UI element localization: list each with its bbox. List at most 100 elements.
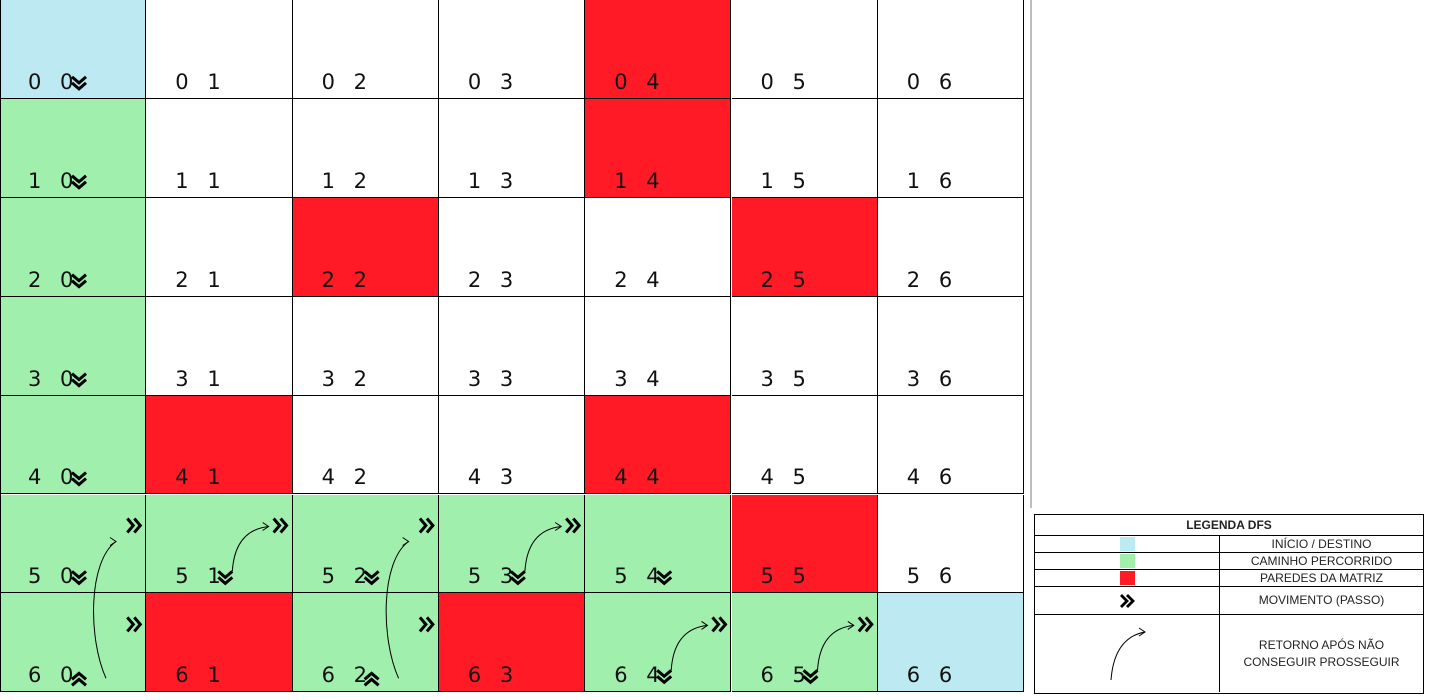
cell-3-1: 3 1	[146, 296, 293, 396]
legend-label-path: CAMINHO PERCORRIDO	[1250, 553, 1393, 568]
cell-2-3: 2 3	[438, 197, 586, 297]
legend-title: LEGENDA DFS	[1035, 515, 1423, 536]
cell-2-4: 2 4	[585, 197, 732, 297]
legend-row-return: RETORNO APÓS NÃO CONSEGUIR PROSSEGUIR	[1035, 615, 1423, 692]
cell-6-5: 6 5	[731, 593, 878, 693]
wall-swatch	[1119, 571, 1135, 585]
cell-2-2: 2 2	[292, 197, 439, 297]
cell-1-3: 1 3	[438, 98, 586, 198]
dfs-grid: 0 0 0 1 0 2 0 3 0 4 0 5 0 6 1 0 1 1 1 2 1 3 1 4 1 5 1…	[0, 0, 1025, 693]
cell-label: 1 4	[614, 168, 666, 193]
cell-label: 1 3	[467, 168, 520, 193]
cell-5-4: 5 4	[585, 494, 732, 594]
cell-label: 5 1	[175, 564, 227, 589]
cell-label: 3 5	[760, 366, 812, 391]
cell-3-0: 3 0	[0, 296, 147, 396]
cell-6-1: 6 1	[146, 593, 293, 693]
cell-1-4: 1 4	[585, 98, 732, 198]
cell-label: 2 0	[28, 267, 80, 292]
cell-0-2: 0 2	[292, 0, 439, 99]
cell-label: 6 3	[467, 663, 520, 688]
cell-0-0: 0 0	[0, 0, 147, 99]
cell-label: 3 2	[321, 366, 373, 391]
cell-label: 4 2	[321, 465, 373, 490]
cell-label: 1 5	[760, 168, 812, 193]
cell-0-3: 0 3	[438, 0, 586, 99]
cell-5-3: 5 3	[438, 494, 586, 594]
cell-label: 1 6	[906, 168, 959, 193]
cell-label: 5 4	[614, 564, 666, 589]
cell-label: 4 0	[28, 465, 80, 490]
cell-5-5: 5 5	[731, 494, 878, 594]
legend-row-move: MOVIMENTO (PASSO)	[1035, 587, 1423, 615]
cell-label: 0 4	[614, 69, 666, 94]
cell-4-1: 4 1	[146, 395, 293, 495]
cell-label: 0 6	[906, 69, 959, 94]
cell-label: 1 1	[175, 168, 227, 193]
cell-6-6: 6 6	[877, 593, 1025, 693]
cell-2-1: 2 1	[146, 197, 293, 297]
cell-5-0: 5 0	[0, 494, 147, 594]
legend-label-start: INÍCIO / DESTINO	[1271, 536, 1372, 551]
cell-label: 0 1	[175, 69, 227, 94]
cell-label: 4 6	[906, 465, 959, 490]
cell-label: 3 4	[614, 366, 666, 391]
cell-label: 5 0	[28, 564, 80, 589]
cell-label: 3 1	[175, 366, 227, 391]
cell-2-5: 2 5	[731, 197, 878, 297]
cell-0-4: 0 4	[585, 0, 732, 99]
cell-5-6: 5 6	[877, 494, 1025, 594]
cell-3-3: 3 3	[438, 296, 586, 396]
move-arrow-icon	[1120, 593, 1135, 608]
cell-label: 5 2	[321, 564, 373, 589]
cell-label: 6 1	[175, 663, 227, 688]
legend-row-wall: PAREDES DA MATRIZ	[1035, 570, 1423, 587]
cell-label: 0 0	[28, 69, 80, 94]
cell-label: 3 0	[28, 366, 80, 391]
cell-6-3: 6 3	[438, 593, 586, 693]
cell-label: 2 5	[760, 267, 812, 292]
cell-label: 5 3	[467, 564, 520, 589]
cell-5-1: 5 1	[146, 494, 293, 594]
cell-0-6: 0 6	[877, 0, 1025, 99]
cell-3-5: 3 5	[731, 296, 878, 396]
legend: LEGENDA DFS INÍCIO / DESTINO CAMINHO PER…	[1034, 514, 1424, 694]
return-arc-icon	[1110, 627, 1146, 680]
cell-2-0: 2 0	[0, 197, 147, 297]
cell-4-2: 4 2	[292, 395, 439, 495]
cell-label: 4 1	[175, 465, 227, 490]
legend-row-path: CAMINHO PERCORRIDO	[1035, 553, 1423, 570]
cell-label: 2 2	[321, 267, 373, 292]
cell-4-3: 4 3	[438, 395, 586, 495]
cell-label: 2 1	[175, 267, 227, 292]
cell-1-6: 1 6	[877, 98, 1025, 198]
cell-4-4: 4 4	[585, 395, 732, 495]
cell-label: 6 2	[321, 663, 373, 688]
cell-label: 2 3	[467, 267, 520, 292]
cell-label: 3 3	[467, 366, 520, 391]
path-swatch	[1119, 554, 1135, 568]
cell-2-6: 2 6	[877, 197, 1025, 297]
legend-label-wall: PAREDES DA MATRIZ	[1260, 570, 1383, 585]
cell-label: 5 6	[906, 564, 959, 589]
cell-label: 6 6	[906, 663, 959, 688]
cell-4-5: 4 5	[731, 395, 878, 495]
cell-label: 1 0	[28, 168, 80, 193]
cell-4-6: 4 6	[877, 395, 1025, 495]
cell-label: 4 4	[614, 465, 666, 490]
cell-3-4: 3 4	[585, 296, 732, 396]
cell-6-4: 6 4	[585, 593, 732, 693]
start-swatch	[1119, 537, 1135, 551]
cell-label: 6 0	[28, 663, 80, 688]
cell-0-1: 0 1	[146, 0, 293, 99]
cell-label: 4 5	[760, 465, 812, 490]
cell-1-5: 1 5	[731, 98, 878, 198]
cell-label: 6 4	[614, 663, 666, 688]
cell-label: 5 5	[760, 564, 812, 589]
legend-label-return: RETORNO APÓS NÃO CONSEGUIR PROSSEGUIR	[1243, 637, 1400, 669]
cell-label: 0 3	[467, 69, 520, 94]
cell-1-0: 1 0	[0, 98, 147, 198]
cell-label: 1 2	[321, 168, 373, 193]
legend-label-move: MOVIMENTO (PASSO)	[1258, 593, 1385, 607]
cell-1-1: 1 1	[146, 98, 293, 198]
